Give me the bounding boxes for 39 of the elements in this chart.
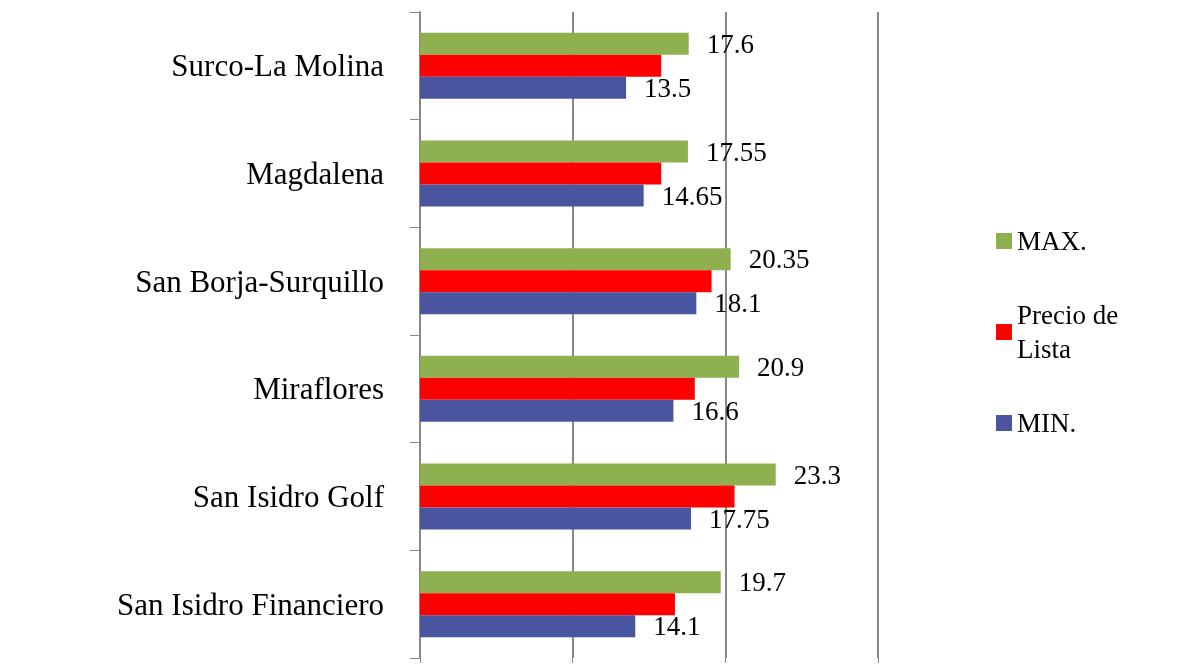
- y-tick-label: Magdalena: [246, 156, 385, 191]
- y-tick-label: San Borja-Surquillo: [135, 263, 384, 299]
- data-label: 13.5: [644, 72, 692, 103]
- data-label: 23.3: [793, 459, 841, 490]
- bar: [420, 485, 735, 508]
- bar: [420, 355, 740, 378]
- y-tick-label: San Isidro Financiero: [117, 586, 384, 622]
- bar: [420, 162, 662, 185]
- bar: [420, 507, 691, 530]
- bar: [420, 292, 697, 315]
- bar: [420, 184, 644, 207]
- data-label: 20.9: [757, 351, 805, 382]
- bar: [420, 377, 695, 400]
- legend-label: MAX.: [1017, 226, 1087, 256]
- y-tick-label: Surco-La Molina: [171, 48, 385, 84]
- data-label: 16.6: [691, 395, 739, 426]
- bar: [420, 54, 662, 77]
- legend-label: Precio de Lista: [1017, 300, 1125, 364]
- data-label: 14.1: [653, 611, 701, 642]
- bar: [420, 571, 721, 594]
- bar: [420, 593, 675, 616]
- data-label: 18.1: [714, 288, 762, 319]
- bar: [420, 76, 627, 99]
- bar: [420, 270, 712, 293]
- data-label: 17.55: [705, 136, 767, 167]
- bar: [420, 463, 776, 486]
- bar: [420, 248, 731, 271]
- data-label: 17.6: [706, 28, 754, 59]
- data-label: 14.65: [661, 180, 723, 211]
- bar: [420, 615, 636, 638]
- bar: [420, 32, 689, 55]
- data-label: 20.35: [748, 244, 810, 275]
- y-tick-label: Miraflores: [253, 371, 384, 407]
- bar: [420, 140, 688, 163]
- data-label: 17.75: [708, 503, 770, 534]
- y-tick-label: San Isidro Golf: [192, 479, 385, 514]
- bar: [420, 399, 674, 422]
- data-label: 19.7: [738, 567, 786, 598]
- legend-label: MIN.: [1017, 408, 1077, 438]
